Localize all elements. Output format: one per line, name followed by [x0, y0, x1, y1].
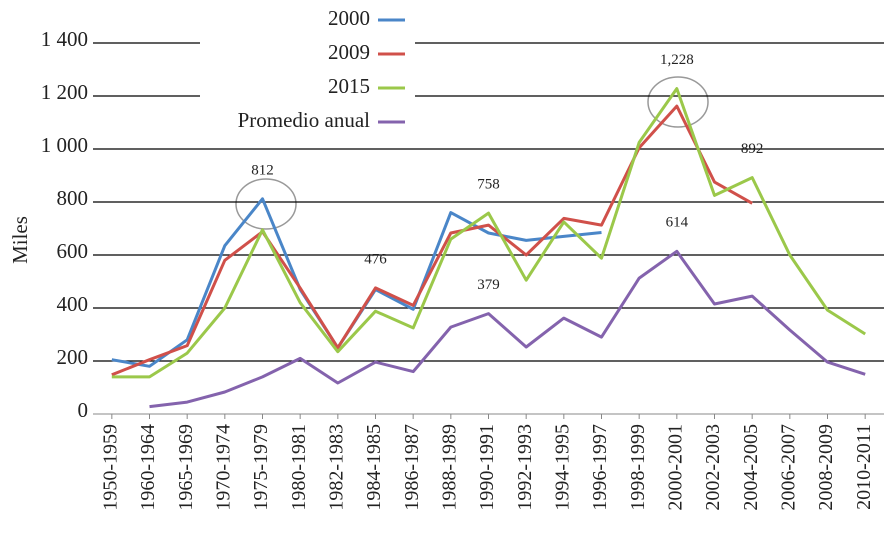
y-tick-label: 1 200: [41, 80, 88, 104]
y-tick-label: 1 400: [41, 27, 88, 51]
x-tick-label: 1965-1969: [175, 424, 197, 511]
legend-label: 2000: [328, 6, 370, 30]
data-label: 892: [741, 141, 764, 157]
data-label: 758: [477, 177, 500, 193]
highlight-circle: [235, 178, 297, 230]
legend-label: Promedio anual: [238, 108, 371, 132]
series-line: [111, 104, 753, 377]
x-tick-label: 1998-1999: [627, 424, 649, 511]
x-tick-label: 1984-1985: [363, 424, 385, 511]
x-tick-label: 1982-1983: [325, 424, 347, 511]
y-tick-label: 1 000: [41, 133, 88, 157]
series-line: [111, 197, 602, 368]
series-line: [111, 87, 867, 379]
x-tick-label: 1975-1979: [250, 424, 272, 511]
highlight-circle: [647, 76, 709, 128]
x-tick-label: 1994-1995: [551, 424, 573, 511]
series-line: [149, 249, 866, 409]
x-tick-label: 1980-1981: [288, 424, 310, 511]
x-tick-label: 2000-2001: [664, 424, 686, 511]
data-label: 614: [666, 215, 689, 231]
x-tick-label: 2006-2007: [777, 424, 799, 511]
data-label: 1,228: [660, 52, 694, 68]
x-tick-label: 1988-1989: [438, 424, 460, 511]
legend-label: 2009: [328, 40, 370, 64]
x-tick-label: 1950-1959: [99, 424, 121, 511]
x-tick-label: 2008-2009: [815, 424, 837, 511]
data-label: 476: [364, 251, 387, 267]
x-tick-label: 2010-2011: [853, 424, 875, 510]
data-label: 812: [251, 162, 274, 178]
x-tick-label: 1992-1993: [514, 424, 536, 511]
y-tick-label: 400: [57, 292, 89, 316]
x-tick-label: 2002-2003: [702, 424, 724, 511]
x-tick-label: 1986-1987: [401, 424, 423, 511]
y-tick-label: 200: [57, 345, 89, 369]
x-tick-label: 1970-1974: [212, 424, 234, 511]
y-axis-label: Miles: [8, 216, 32, 264]
x-tick-label: 1996-1997: [589, 424, 611, 511]
y-tick-label: 600: [57, 239, 89, 263]
x-tick-label: 1960-1964: [137, 424, 159, 511]
y-tick-label: 800: [57, 186, 89, 210]
data-label: 379: [477, 277, 500, 293]
x-tick-label: 2004-2005: [740, 424, 762, 511]
y-tick-label: 0: [78, 398, 89, 422]
legend-label: 2015: [328, 74, 370, 98]
legend: 2000 2009 2015 Promedio anual: [200, 6, 415, 136]
x-tick-label: 1990-1991: [476, 424, 498, 511]
